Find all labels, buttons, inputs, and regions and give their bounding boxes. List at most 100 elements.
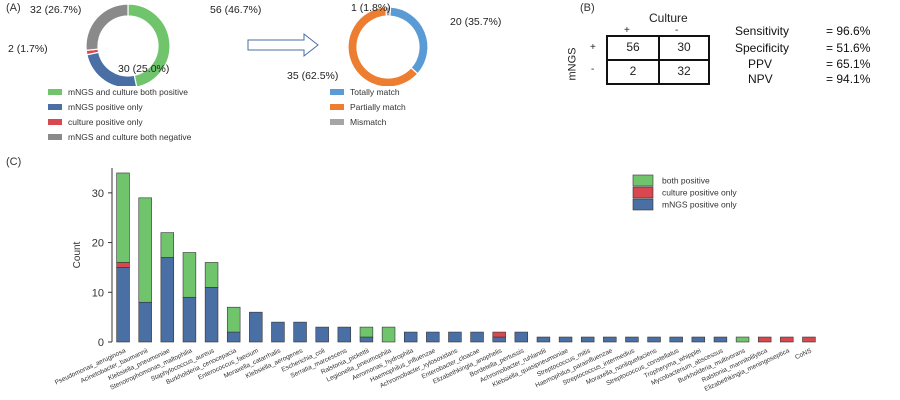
legend-label: Totally match — [350, 87, 400, 97]
bar-segment-mngs-positive-only — [160, 257, 175, 343]
legend-item: Totally match — [330, 87, 400, 97]
bar-segment-mngs-positive-only — [536, 336, 551, 343]
metric-npv-value: = 94.1% — [826, 72, 871, 86]
bar-segment-mngs-positive-only — [403, 331, 418, 343]
bar-segment-mngs-positive-only — [558, 336, 573, 343]
donut-chart-concordance — [85, 3, 171, 86]
legend-item: culture positive only — [48, 117, 143, 127]
legend-label: culture positive only — [662, 188, 737, 198]
legend-label: culture positive only — [68, 117, 143, 127]
legend-swatch — [48, 119, 62, 125]
bar-segment-both-positive — [116, 172, 130, 263]
legend-swatch — [48, 104, 62, 110]
metric-sensitivity-value: = 96.6% — [826, 24, 871, 38]
bar-segment-culture-positive-only — [116, 262, 130, 268]
donut-value-label: 2 (1.7%) — [8, 43, 48, 55]
bar-segment-both-positive — [138, 197, 152, 303]
bar-segment-mngs-positive-only — [293, 321, 307, 343]
col-label-neg: - — [675, 25, 679, 36]
legend-label: mNGS positive only — [68, 102, 143, 112]
donut-value-label: 20 (35.7%) — [450, 16, 501, 28]
legend-label: Partially match — [350, 102, 406, 112]
panel-label-a: (A) — [6, 2, 21, 14]
bar-segment-mngs-positive-only — [116, 267, 130, 343]
cell-fp: 30 — [677, 40, 691, 54]
bar-segment-mngs-positive-only — [713, 336, 728, 343]
legend-swatch — [632, 198, 654, 211]
bar-segment-culture-positive-only — [492, 331, 506, 338]
bar-segment-mngs-positive-only — [226, 331, 241, 343]
legend-label: mNGS and culture both negative — [68, 132, 192, 142]
bar-segment-mngs-positive-only — [138, 301, 152, 343]
legend-swatch — [48, 89, 62, 95]
donut-chart-match — [347, 6, 429, 86]
bar-segment-mngs-positive-only — [204, 287, 219, 343]
bar-segment-mngs-positive-only — [315, 326, 329, 343]
legend-item: mNGS positive only — [48, 102, 143, 112]
legend-label: mNGS positive only — [662, 200, 737, 210]
y-tick-label: 0 — [98, 337, 104, 349]
legend-swatch — [330, 89, 344, 95]
bar-segment-mngs-positive-only — [691, 336, 706, 343]
row-label-pos: + — [590, 42, 596, 53]
bar-segment-both-positive — [204, 262, 219, 288]
cell-fn: 2 — [629, 64, 637, 78]
legend-label: both positive — [662, 176, 710, 186]
metric-specificity-value: = 51.6% — [826, 41, 871, 55]
legend-swatch — [330, 104, 344, 110]
legend-item: Partially match — [330, 102, 406, 112]
legend-swatch — [48, 134, 62, 140]
y-axis-label: Count — [72, 241, 83, 268]
bar-segment-culture-positive-only — [757, 336, 772, 343]
bar-segment-mngs-positive-only — [426, 331, 440, 343]
legend-label: mNGS and culture both positive — [68, 87, 189, 97]
cell-tn: 32 — [677, 64, 691, 78]
legend-swatch — [330, 119, 344, 125]
donut-value-label: 30 (25.0%) — [118, 63, 169, 75]
bar-segment-both-positive — [226, 306, 241, 333]
bar-segment-mngs-positive-only — [470, 331, 484, 343]
donut-value-label: 56 (46.7%) — [210, 4, 261, 16]
bar-segment-mngs-positive-only — [337, 326, 352, 343]
culture-header: Culture — [649, 11, 688, 25]
donut-slice-mngs-and-culture-both-positive — [127, 3, 171, 86]
panel-label-c: (C) — [6, 156, 22, 168]
donut-slice-mngs-and-culture-both-negative — [85, 3, 129, 52]
legend-swatch — [632, 174, 654, 187]
donut-slice-mismatch — [385, 6, 392, 17]
contingency-table: 56 30 2 32 — [606, 35, 710, 85]
legend-item: Mismatch — [330, 117, 386, 127]
bar-segment-mngs-positive-only — [669, 336, 683, 343]
donut-value-label: 35 (62.5%) — [287, 70, 338, 82]
metric-ppv-value: = 65.1% — [826, 57, 871, 71]
bar-segment-both-positive — [735, 336, 750, 343]
col-label-pos: + — [624, 25, 630, 36]
bar-segment-mngs-positive-only — [448, 331, 462, 343]
bar-segment-mngs-positive-only — [271, 321, 285, 343]
x-tick-label: CoNS — [794, 347, 813, 361]
y-tick-label: 10 — [92, 287, 104, 299]
arrow-icon — [247, 32, 319, 58]
bar-segment-mngs-positive-only — [249, 311, 263, 343]
row-label-neg: - — [591, 64, 595, 75]
metric-npv-name: NPV — [748, 72, 773, 86]
bar-segment-both-positive — [381, 326, 396, 343]
mngs-header: mNGS — [566, 47, 579, 81]
bar-segment-mngs-positive-only — [359, 336, 374, 343]
donut-slice-totally-match — [389, 6, 429, 75]
bar-segment-both-positive — [182, 252, 197, 298]
bar-segment-culture-positive-only — [802, 336, 816, 343]
donut-value-label: 32 (26.7%) — [30, 4, 81, 16]
bar-segment-mngs-positive-only — [514, 331, 529, 343]
bar-segment-mngs-positive-only — [182, 296, 197, 343]
y-tick-label: 20 — [92, 238, 104, 250]
stacked-bar-chart: 0102030CountPseudomonas_aeruginosaAcinet… — [54, 168, 816, 393]
donut-value-label: 1 (1.8%) — [351, 2, 391, 14]
y-tick-label: 30 — [92, 188, 104, 200]
bar-segment-both-positive — [359, 326, 374, 338]
bar-segment-mngs-positive-only — [580, 336, 595, 343]
bar-segment-mngs-positive-only — [603, 336, 617, 343]
metric-specificity-name: Specificity — [735, 41, 790, 55]
bar-segment-culture-positive-only — [780, 336, 794, 343]
cell-tp: 56 — [626, 40, 640, 54]
